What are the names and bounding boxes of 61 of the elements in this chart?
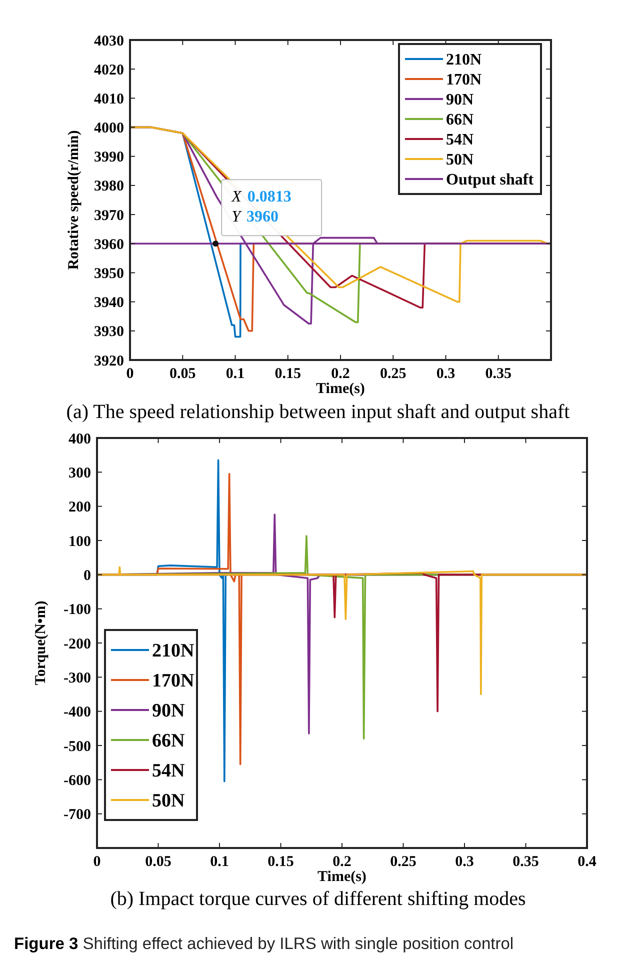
x-tick-label: 0.35 — [512, 854, 539, 870]
x-tick-label: 0.1 — [226, 366, 245, 382]
y-tick-label: 4030 — [94, 33, 124, 50]
x-tick-label: 0.2 — [331, 366, 350, 382]
y-tick-label: 3980 — [94, 178, 124, 195]
legend-label: 50N — [446, 152, 474, 169]
x-tick-label: 0 — [126, 366, 134, 382]
y-tick-label: 4020 — [94, 62, 124, 78]
y-axis-title: Torque(N•m) — [33, 600, 49, 686]
caption: Figure 3 Shifting effect achieved by ILRS with single position control — [14, 935, 514, 953]
y-tick-label: -200 — [64, 636, 91, 652]
y-tick-label: 0 — [84, 568, 91, 584]
x-tick-label: 0.05 — [145, 854, 172, 870]
text: (b) Impact torque curves of different shifting modes — [110, 888, 526, 910]
y-tick-label: -600 — [64, 772, 91, 789]
x-axis-title: Time(s) — [318, 869, 366, 885]
y-tick-label: 200 — [68, 500, 91, 516]
x-axis-title: Time(s) — [316, 381, 365, 397]
y-tick-label: 4010 — [94, 91, 124, 108]
y-tick-label: -300 — [64, 670, 91, 686]
x-tick-label: 0.25 — [380, 366, 406, 382]
legend-label: 54N — [152, 760, 185, 782]
x-tick-label: 0.4 — [578, 854, 597, 870]
y-tick-label: 100 — [68, 534, 91, 550]
x-tick-label: 0.05 — [170, 366, 196, 382]
x-tick-label: 0.3 — [436, 366, 456, 382]
y-tick-label: 3960 — [94, 236, 124, 253]
legend-label: 170N — [446, 72, 482, 89]
text: (a) The speed relationship between input shaft and output shaft — [66, 401, 570, 423]
y-tick-label: 300 — [68, 465, 91, 482]
x-tick-label: 0.3 — [455, 854, 474, 870]
legend-label: 66N — [152, 730, 185, 752]
y-tick-label: -100 — [64, 602, 91, 618]
y-tick-label: -700 — [64, 807, 91, 824]
y-tick-label: -400 — [64, 704, 91, 721]
legend-label: 66N — [446, 112, 474, 129]
legend-label: Output shaft — [446, 172, 534, 189]
y-tick-label: 3950 — [94, 266, 124, 282]
y-tick-label: 3930 — [94, 324, 124, 340]
y-tick-label: -500 — [64, 738, 91, 755]
legend-label: 210N — [446, 52, 482, 69]
annotation: X 0.0813 Y 3960 — [230, 188, 292, 226]
x-tick-label: 0.25 — [390, 854, 416, 870]
legend-label: 90N — [446, 92, 474, 109]
y-tick-label: 400 — [68, 431, 91, 448]
y-axis-title: Rotative speed(r/min) — [66, 130, 82, 270]
y-tick-label: 3970 — [94, 208, 124, 224]
legend-label: 90N — [152, 700, 185, 722]
y-tick-label: 4000 — [94, 120, 124, 137]
x-tick-label: 0.1 — [210, 854, 229, 870]
y-tick-label: 3920 — [94, 353, 124, 370]
legend-label: 170N — [152, 670, 194, 692]
legend-label: 50N — [152, 790, 185, 812]
x-tick-label: 0.15 — [268, 854, 294, 870]
legend-label: 210N — [152, 640, 194, 662]
x-tick-label: 0.15 — [274, 366, 301, 382]
x-tick-label: 0.35 — [485, 366, 512, 382]
x-tick-label: 0.2 — [332, 854, 352, 870]
y-tick-label: 3990 — [94, 150, 124, 166]
legend-label: 54N — [446, 132, 474, 149]
y-tick-label: 3940 — [94, 295, 124, 312]
